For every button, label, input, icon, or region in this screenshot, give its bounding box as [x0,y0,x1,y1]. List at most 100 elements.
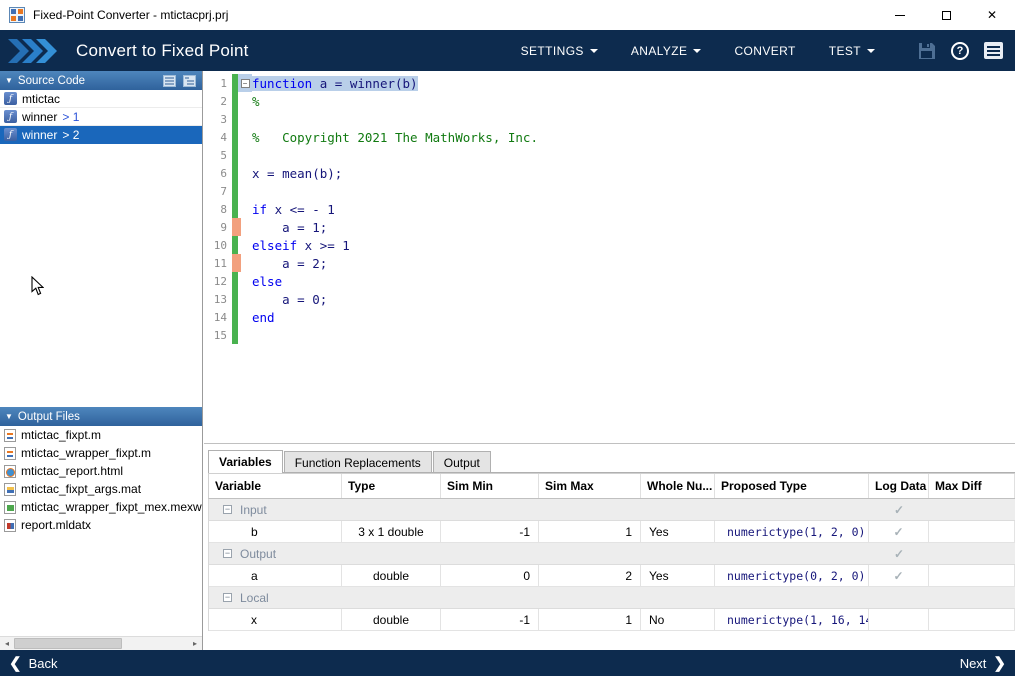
collapse-triangle-icon[interactable]: ▼ [5,75,13,85]
code-line-10[interactable]: 10 elseif x >= 1 [204,236,1015,254]
menu-label: CONVERT [734,43,796,58]
code-line-1[interactable]: 1 − function a = winner(b) [204,74,1015,92]
column-header-log-data[interactable]: Log Data [869,474,929,498]
toolstrip: Convert to Fixed Point SETTINGS ANALYZE CO… [0,30,1015,71]
code-line-14[interactable]: 14 end [204,308,1015,326]
tab-function-replacements[interactable]: Function Replacements [283,451,432,473]
code-editor[interactable]: 1− function a = winner(b) 2% 3 4% Copyright … [204,71,1015,443]
cell-max-diff [929,521,1015,543]
cell-type: double [342,565,441,587]
next-button[interactable]: Next ❯ [960,656,1006,671]
code-line-9[interactable]: 9 a = 1; [204,218,1015,236]
cell-sim-max: 1 [539,609,641,631]
instance-suffix: > 1 [62,109,80,124]
output-file-item[interactable]: mtictac_fixpt.m [0,426,202,444]
cell-type: double [342,609,441,631]
help-icon[interactable]: ? [950,41,970,61]
line-number: 11 [213,256,227,270]
cell-log-data[interactable]: ✓ [869,521,929,543]
code-line-3[interactable]: 3 [204,110,1015,128]
code-line-2[interactable]: 2% [204,92,1015,110]
output-file-item[interactable]: report.mldatx [0,516,202,534]
line-number: 6 [220,166,227,180]
menu-label: SETTINGS [520,43,584,58]
code-line-5[interactable]: 5 [204,146,1015,164]
line-number: 4 [220,130,227,144]
cell-type: 3 x 1 double [342,521,441,543]
code-line-11[interactable]: 11 a = 2; [204,254,1015,272]
line-number: 12 [213,274,227,288]
scroll-left-arrow-icon[interactable]: ◂ [4,639,9,648]
output-file-item[interactable]: mtictac_fixpt_args.mat [0,480,202,498]
output-files-title: Output Files [17,410,80,423]
minimize-button[interactable] [877,0,923,30]
list-view-icon[interactable] [161,74,177,88]
collapse-minus-icon[interactable]: − [223,548,232,558]
cell-log-data[interactable] [869,609,929,631]
collapse-minus-icon[interactable]: − [223,592,232,602]
source-item-winner-1[interactable]: ƒ winner > 1 [0,108,202,126]
collapse-triangle-icon[interactable]: ▼ [5,411,13,421]
menu-convert[interactable]: CONVERT [734,44,795,58]
code-line-7[interactable]: 7 [204,182,1015,200]
check-icon: ✓ [893,568,904,583]
code-line-13[interactable]: 13 a = 0; [204,290,1015,308]
column-header-sim-min[interactable]: Sim Min [441,474,539,498]
group-row-input[interactable]: − Input ✓ [208,499,1015,521]
table-row-a[interactable]: a double 0 2 Yes numerictype(0, 2, 0) ✓ [208,565,1015,587]
column-header-whole-nu[interactable]: Whole Nu... [641,474,715,498]
fold-marker-icon[interactable]: − [240,78,250,88]
line-number: 13 [213,292,227,306]
column-header-max-diff[interactable]: Max Diff [929,474,1015,498]
tree-view-icon[interactable] [181,74,197,88]
source-code-header[interactable]: ▼ Source Code [0,71,202,90]
code-line-6[interactable]: 6 x = mean(b); [204,164,1015,182]
cell-log-data[interactable]: ✓ [869,565,929,587]
code-line-8[interactable]: 8 if x <= - 1 [204,200,1015,218]
collapse-minus-icon[interactable]: − [223,504,232,514]
scroll-right-arrow-icon[interactable]: ▸ [192,639,197,648]
horizontal-scrollbar[interactable]: ◂ ▸ [0,636,202,650]
column-header-sim-max[interactable]: Sim Max [539,474,641,498]
close-button[interactable]: ✕ [969,0,1015,30]
code-text: a = 1; [252,219,328,235]
output-files-header[interactable]: ▼ Output Files [0,407,202,426]
line-number: 1 [220,76,227,90]
cell-sim-min: 0 [441,565,539,587]
group-row-output[interactable]: − Output ✓ [208,543,1015,565]
output-file-label: mtictac_fixpt_args.mat [21,482,142,496]
scrollbar-thumb[interactable] [14,638,122,649]
cell-variable: x [209,609,342,631]
tab-variables[interactable]: Variables [208,450,283,473]
tab-output[interactable]: Output [432,451,491,473]
maximize-button[interactable] [923,0,969,30]
menu-test[interactable]: TEST [829,44,875,58]
line-number: 3 [220,112,227,126]
coverage-gutter [232,326,238,344]
question-mark-icon: ? [951,41,969,60]
toolstrip-menus: SETTINGS ANALYZE CONVERT TEST [521,44,875,58]
output-file-item[interactable]: mtictac_wrapper_fixpt_mex.mexw [0,498,202,516]
source-item-mtictac[interactable]: ƒ mtictac [0,90,202,108]
menu-settings[interactable]: SETTINGS [521,44,598,58]
layout-menu-icon[interactable] [983,41,1003,61]
column-header-type[interactable]: Type [342,474,441,498]
back-button[interactable]: ❮ Back [9,656,57,671]
table-row-x[interactable]: x double -1 1 No numerictype(1, 16, 14) [208,609,1015,631]
source-item-winner-2[interactable]: ƒ winner > 2 [0,126,202,144]
save-icon[interactable] [917,41,937,61]
column-header-variable[interactable]: Variable [209,474,342,498]
code-line-15[interactable]: 15 [204,326,1015,344]
menu-analyze[interactable]: ANALYZE [631,44,702,58]
output-file-item[interactable]: mtictac_report.html [0,462,202,480]
scrollbar-track[interactable] [14,637,188,650]
back-label: Back [28,655,58,671]
column-header-proposed-type[interactable]: Proposed Type [715,474,869,498]
group-row-local[interactable]: − Local [208,587,1015,609]
output-file-item[interactable]: mtictac_wrapper_fixpt.m [0,444,202,462]
code-line-12[interactable]: 12 else [204,272,1015,290]
minimize-icon [895,14,905,16]
code-line-4[interactable]: 4 % Copyright 2021 The MathWorks, Inc. [204,128,1015,146]
variables-table: Variable Type Sim Min Sim Max Whole Nu... Pro… [208,473,1015,631]
